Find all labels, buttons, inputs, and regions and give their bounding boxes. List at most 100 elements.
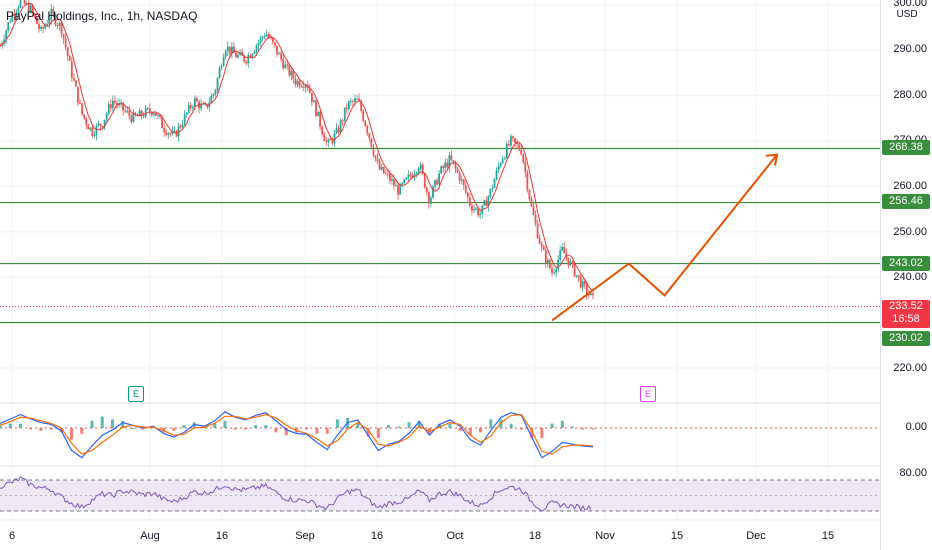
chart-title: PayPal Holdings, Inc., 1h, NASDAQ xyxy=(6,9,198,23)
candle-body xyxy=(265,34,268,37)
candle-body xyxy=(255,45,258,52)
candle-body xyxy=(407,174,410,178)
macd-histogram-bar xyxy=(18,423,22,428)
candle-body xyxy=(253,51,256,55)
candle-body xyxy=(77,86,79,104)
candle-body xyxy=(83,114,86,119)
candle-body xyxy=(331,139,334,143)
candle-body xyxy=(152,113,155,115)
candle-body xyxy=(206,103,209,108)
candle-body xyxy=(66,47,69,57)
candle-body xyxy=(366,126,369,134)
earnings-upcoming-icon[interactable]: E xyxy=(640,386,656,402)
macd-histogram-bar xyxy=(448,423,452,428)
earnings-event-icon[interactable]: E xyxy=(128,386,144,402)
candle-body xyxy=(224,51,227,57)
candle-body xyxy=(11,14,14,22)
level-tag: 256.46 xyxy=(882,194,930,209)
candle-body xyxy=(161,116,164,128)
candle-body xyxy=(302,86,305,88)
rsi-indicator xyxy=(0,476,592,512)
date-label: Nov xyxy=(595,530,615,542)
macd-zero-tick: 0.00 xyxy=(905,421,927,433)
candle-body xyxy=(479,213,482,216)
candle-body xyxy=(140,110,143,116)
macd-histogram-bar xyxy=(254,425,258,428)
candle-body xyxy=(70,60,73,78)
candle-body xyxy=(522,154,525,163)
candle-body xyxy=(62,33,65,39)
candle-body xyxy=(298,81,301,87)
candle-body xyxy=(415,172,418,175)
candle-body xyxy=(257,42,260,46)
candle-body xyxy=(33,13,36,18)
candle-body xyxy=(583,281,586,285)
candle-body xyxy=(382,166,385,174)
price-tick: 290.00 xyxy=(893,43,927,55)
candle-body xyxy=(97,123,100,126)
candle-body xyxy=(481,205,484,214)
candle-body xyxy=(38,23,40,29)
candle-body xyxy=(546,259,549,264)
candle-body xyxy=(356,98,358,100)
candle-body xyxy=(130,115,133,122)
candle-body xyxy=(17,7,20,12)
macd-histogram-bar xyxy=(305,428,309,430)
candle-body xyxy=(306,84,309,89)
candle-body xyxy=(495,170,498,180)
macd-histogram-bar xyxy=(284,428,288,436)
date-label: Oct xyxy=(446,530,464,542)
candle-body xyxy=(553,272,555,274)
candle-body xyxy=(29,5,32,13)
candle-body xyxy=(122,102,125,111)
candle-body xyxy=(196,98,198,102)
macd-histogram-bar xyxy=(335,419,339,428)
candle-body xyxy=(157,114,159,116)
candle-body xyxy=(520,149,523,155)
chart-canvas[interactable] xyxy=(0,0,880,550)
macd-histogram-bar xyxy=(417,420,421,428)
macd-histogram-bar xyxy=(479,428,483,433)
projection-drawing[interactable] xyxy=(551,154,778,322)
candle-body xyxy=(214,89,217,94)
candle-body xyxy=(259,37,262,43)
candle-body xyxy=(5,30,8,40)
macd-histogram-bar xyxy=(397,426,401,428)
candle-body xyxy=(337,128,340,133)
candle-body xyxy=(308,88,311,93)
candle-body xyxy=(150,111,153,115)
candle-body xyxy=(169,133,172,135)
currency-label[interactable]: USD xyxy=(896,9,918,20)
candle-body xyxy=(280,53,283,60)
candle-body xyxy=(347,101,350,110)
candle-body xyxy=(247,55,250,64)
candle-body xyxy=(444,162,447,169)
candle-body xyxy=(144,108,147,117)
date-label: 18 xyxy=(528,530,542,542)
date-label: 6 xyxy=(8,530,16,542)
candle-body xyxy=(368,133,371,139)
candle-body xyxy=(559,250,562,260)
candle-body xyxy=(267,34,270,38)
candle-body xyxy=(386,173,389,175)
macd-histogram-bar xyxy=(550,423,554,428)
candle-body xyxy=(587,294,590,296)
candle-body xyxy=(95,125,98,136)
macd-histogram-bar xyxy=(172,428,176,431)
candle-body xyxy=(220,66,223,68)
candle-body xyxy=(524,162,527,173)
bar-countdown: 16:58 xyxy=(892,313,920,325)
candle-body xyxy=(372,147,375,156)
candle-body xyxy=(493,179,496,189)
price-scale[interactable]: 300.00 290.00 280.00 270.00 260.00 250.0… xyxy=(880,0,932,550)
candle-body xyxy=(103,119,106,127)
candle-body xyxy=(36,17,38,24)
candle-body xyxy=(561,246,564,251)
horizontal-levels[interactable] xyxy=(0,147,880,324)
candle-body xyxy=(31,5,34,14)
candle-body xyxy=(58,22,61,26)
candle-body xyxy=(241,52,244,57)
candle-body xyxy=(528,189,531,199)
date-label: 15 xyxy=(670,530,684,542)
candle-body xyxy=(483,200,486,206)
